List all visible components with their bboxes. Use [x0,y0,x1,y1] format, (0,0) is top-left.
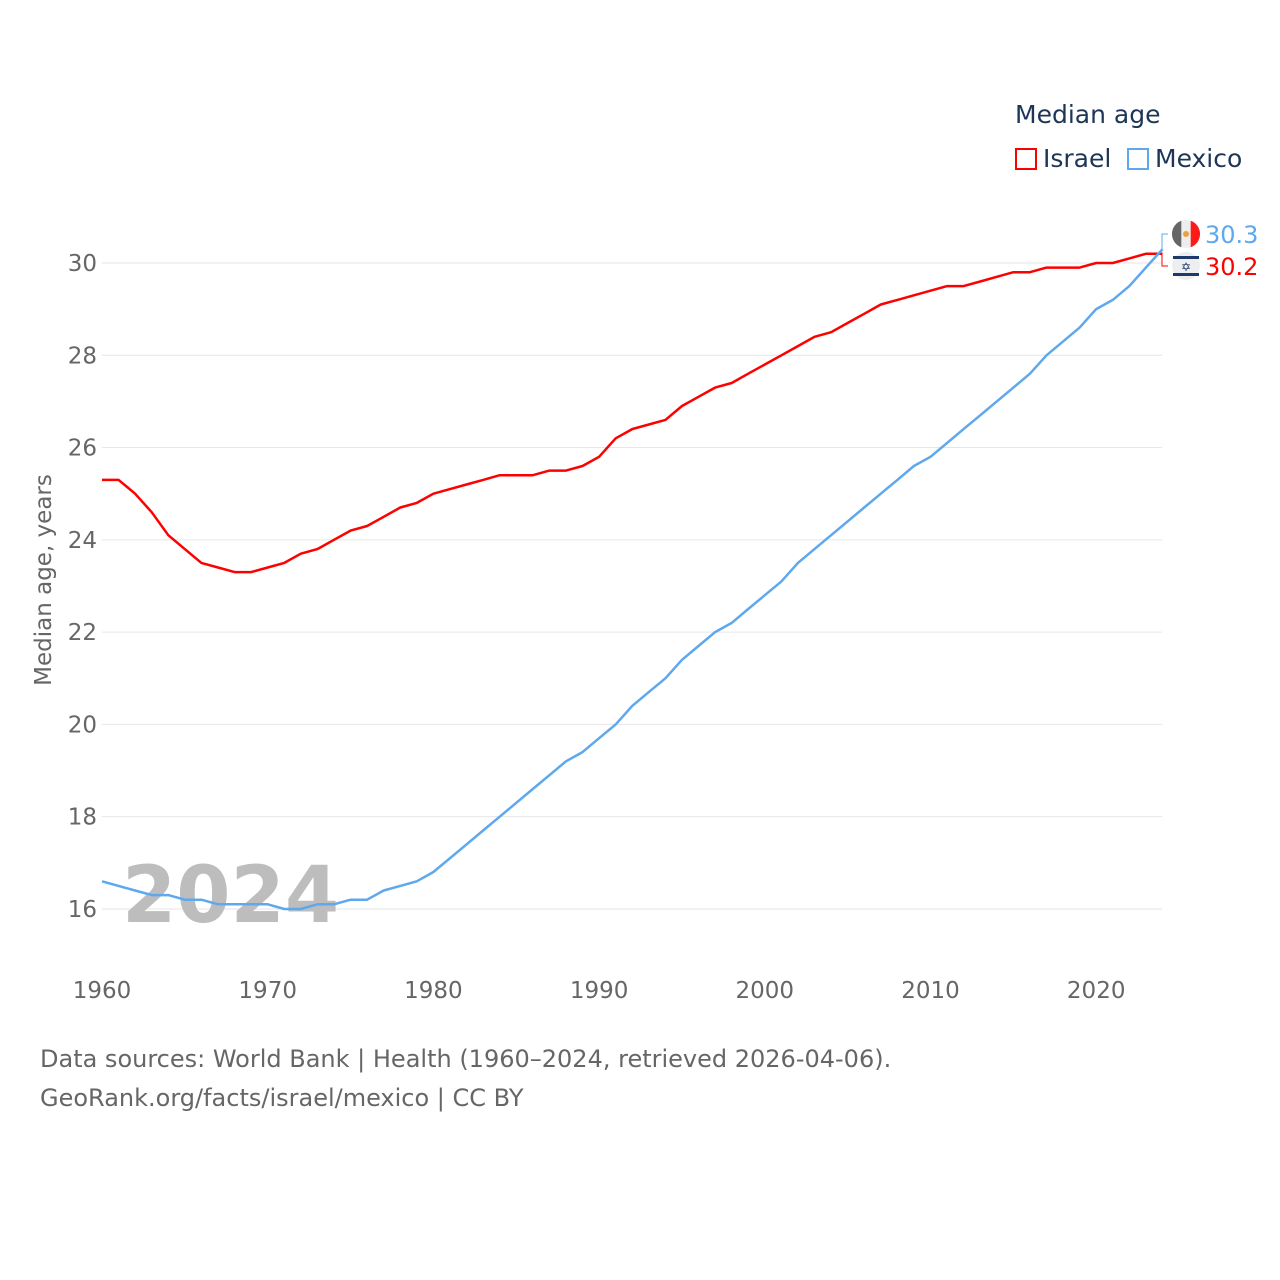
israel-flag-icon: ✡ [1172,252,1200,280]
y-axis-label: Median age, years [31,474,57,686]
y-tick-label: 20 [68,712,97,738]
legend-swatch-mexico [1127,147,1149,170]
source-link[interactable]: GeoRank.org/facts/israel/mexico | CC BY [40,1084,524,1112]
series-line-israel[interactable] [102,252,1163,574]
y-tick-label: 22 [68,620,97,646]
label-connector [1161,253,1168,267]
end-value-label-israel: 30.2 [1205,253,1258,281]
y-tick-label: 16 [68,897,97,923]
legend-title: Median age [1015,100,1161,129]
data-source: Data sources: World Bank | Health (1960–… [40,1045,892,1073]
y-tick-label: 18 [68,805,97,831]
x-tick-label: 2000 [736,978,795,1004]
x-tick-label: 1980 [404,978,463,1004]
legend-label: Mexico [1155,144,1243,173]
x-tick-label: 2010 [901,978,960,1004]
x-tick-label: 2020 [1067,978,1126,1004]
svg-text:✡: ✡ [1181,260,1191,274]
y-tick-label: 30 [68,251,97,277]
y-tick-label: 28 [68,343,97,369]
x-tick-label: 1960 [73,978,132,1004]
y-tick-label: 24 [68,528,97,554]
y-tick-label: 26 [68,436,97,462]
legend-swatch-israel [1015,147,1037,170]
end-value-label-mexico: 30.3 [1205,221,1258,249]
legend-item-israel[interactable]: Israel [1015,144,1111,173]
legend-label: Israel [1043,144,1112,173]
x-tick-label: 1990 [570,978,629,1004]
legend-item-mexico[interactable]: Mexico [1127,144,1242,173]
x-tick-label: 1970 [238,978,297,1004]
label-connector [1161,233,1168,250]
mexico-flag-icon [1171,220,1201,248]
series-line-mexico[interactable] [101,248,1164,911]
